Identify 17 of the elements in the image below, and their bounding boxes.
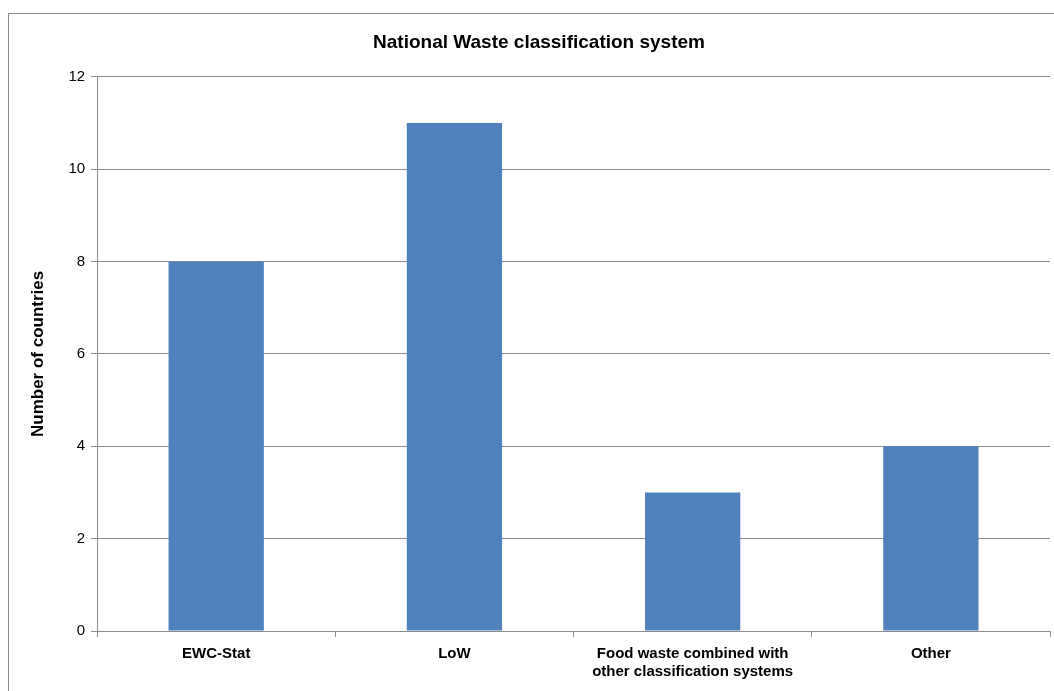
bar: [645, 492, 741, 631]
chart-title: National Waste classification system: [373, 30, 705, 52]
y-tick-label: 0: [76, 621, 86, 639]
bar: [406, 122, 503, 631]
x-tick-label: LoW: [438, 644, 472, 662]
y-tick-label: 4: [76, 436, 86, 454]
y-tick-label: 2: [76, 528, 86, 546]
x-tick-label: Other: [910, 644, 952, 662]
y-tick-label: 8: [76, 251, 86, 269]
bar: [883, 446, 979, 631]
y-axis-title: Number of countries: [27, 270, 47, 438]
x-tick-label: EWC-Stat: [182, 644, 251, 662]
y-tick-label: 12: [68, 66, 86, 84]
y-tick-label: 6: [76, 344, 86, 362]
y-tick-label: 10: [68, 159, 86, 177]
x-tick-label: Food waste combined with other classification systems: [592, 644, 794, 680]
bar: [168, 261, 264, 631]
